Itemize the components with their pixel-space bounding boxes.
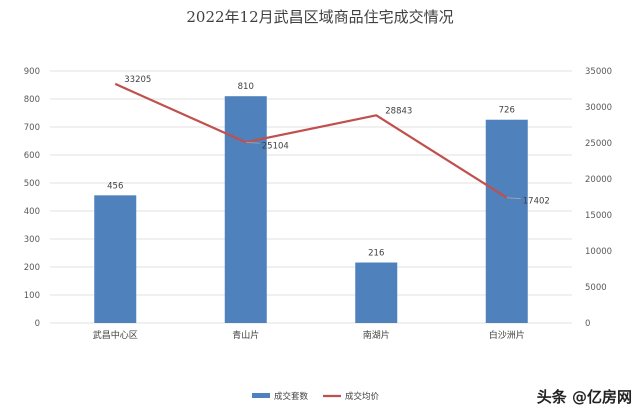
left-tick-label: 900 bbox=[24, 67, 40, 77]
right-tick-label: 20000 bbox=[585, 175, 612, 185]
chart-title: 2022年12月武昌区域商品住宅成交情况 bbox=[186, 8, 453, 26]
right-tick-label: 25000 bbox=[585, 139, 612, 149]
legend-swatch-bar bbox=[252, 393, 270, 398]
category-label: 南湖片 bbox=[363, 329, 390, 341]
left-tick-label: 500 bbox=[24, 179, 40, 189]
legend: 成交套数 成交均价 bbox=[252, 391, 380, 402]
line-data-label: 17402 bbox=[523, 197, 550, 207]
grid bbox=[50, 70, 572, 324]
bar-data-label: 456 bbox=[107, 181, 123, 191]
right-tick-label: 0 bbox=[585, 319, 590, 329]
left-tick-label: 200 bbox=[24, 263, 40, 273]
left-tick-label: 400 bbox=[24, 207, 40, 217]
legend-label: 成交套数 bbox=[274, 391, 309, 402]
left-tick-label: 0 bbox=[35, 319, 40, 329]
legend-label: 成交均价 bbox=[345, 391, 380, 402]
left-axis: 0 100 200 300 400 500 600 700 800 900 bbox=[24, 67, 40, 329]
bar-data-label: 810 bbox=[238, 82, 254, 92]
left-tick-label: 600 bbox=[24, 151, 40, 161]
line-series: 33205 25104 28843 17402 bbox=[114, 75, 550, 207]
right-axis: 0 5000 10000 15000 20000 25000 30000 35000 bbox=[585, 67, 612, 329]
watermark: 头条 @亿房网 bbox=[537, 388, 632, 406]
right-tick-label: 10000 bbox=[585, 247, 612, 257]
category-label: 白沙洲片 bbox=[489, 329, 525, 341]
bar bbox=[485, 119, 528, 323]
bar-data-label: 216 bbox=[368, 249, 384, 259]
line-data-label: 28843 bbox=[385, 106, 412, 116]
bar bbox=[355, 262, 398, 323]
category-label: 武昌中心区 bbox=[93, 329, 138, 341]
bar-series: 456 810 216 726 bbox=[94, 82, 528, 323]
right-tick-label: 15000 bbox=[585, 211, 612, 221]
left-tick-label: 700 bbox=[24, 123, 40, 133]
left-tick-label: 800 bbox=[24, 95, 40, 105]
right-tick-label: 35000 bbox=[585, 67, 612, 77]
line-path bbox=[114, 82, 508, 199]
bar-data-label: 726 bbox=[499, 106, 515, 116]
right-tick-label: 5000 bbox=[585, 283, 607, 293]
bar bbox=[224, 96, 267, 323]
bar bbox=[94, 195, 137, 323]
category-label: 青山片 bbox=[232, 329, 259, 341]
line-data-label: 25104 bbox=[262, 141, 289, 151]
left-tick-label: 100 bbox=[24, 291, 40, 301]
left-tick-label: 300 bbox=[24, 235, 40, 245]
category-axis: 武昌中心区 青山片 南湖片 白沙洲片 bbox=[93, 329, 525, 341]
label-leader bbox=[245, 141, 260, 144]
right-tick-label: 30000 bbox=[585, 103, 612, 113]
label-leader bbox=[506, 197, 521, 200]
line-data-label: 33205 bbox=[124, 75, 151, 85]
